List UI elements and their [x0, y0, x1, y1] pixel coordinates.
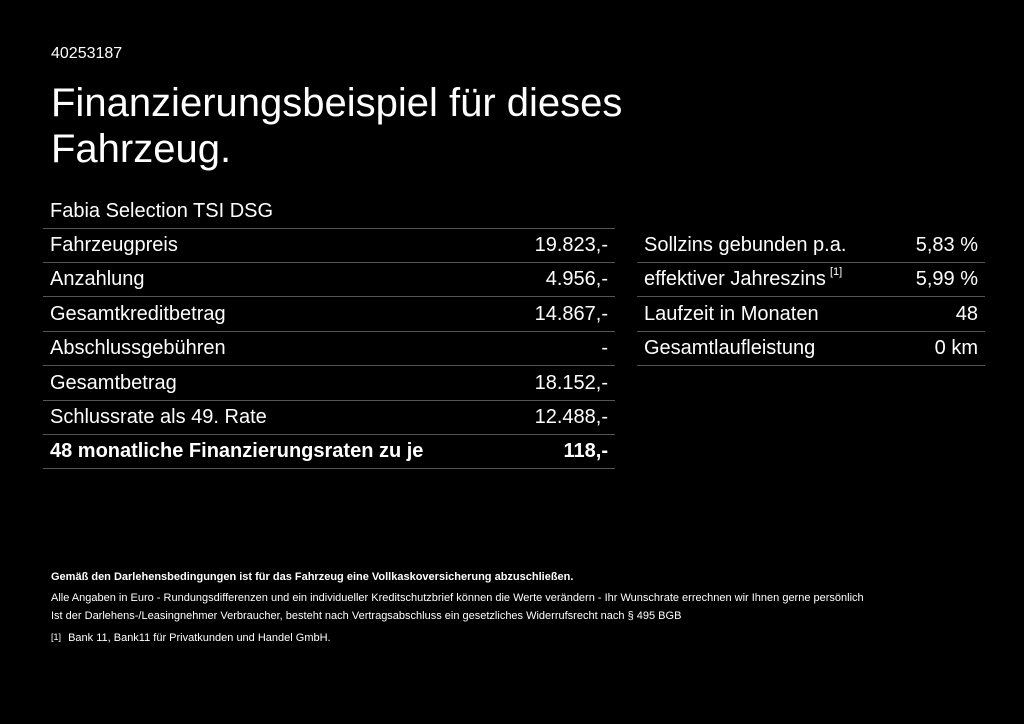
table-row: Gesamtkreditbetrag 14.867,-	[43, 298, 615, 332]
vehicle-id: 40253187	[51, 45, 123, 62]
row-value: 12.488,-	[534, 406, 608, 428]
footnote: [1] Bank 11, Bank11 für Privatkunden und…	[51, 632, 331, 644]
table-row: 48 monatliche Finanzierungsraten zu je 11…	[43, 435, 615, 470]
row-value: 0 km	[934, 337, 978, 360]
row-label: Anzahlung	[50, 268, 145, 291]
row-label: Abschlussgebühren	[50, 337, 226, 360]
row-label: Gesamtkreditbetrag	[50, 302, 226, 325]
row-label: Gesamtbetrag	[50, 371, 177, 394]
row-value: 48	[955, 302, 978, 325]
table-row: Gesamtlaufleistung 0 km	[637, 332, 985, 367]
row-label: Laufzeit in Monaten	[644, 303, 819, 326]
footnote-mark: [1]	[51, 632, 62, 642]
row-label: Sollzins gebunden p.a.	[644, 234, 846, 257]
row-value: 5,83 %	[915, 234, 978, 256]
notice: Gemäß den Darlehensbedingungen ist für d…	[51, 571, 574, 583]
table-row: Fabia Selection TSI DSG	[43, 195, 615, 229]
title: Finanzierungsbeispiel für dieses Fahrzeu…	[51, 81, 623, 171]
label-text: Gesamtlaufleistung	[644, 337, 816, 360]
table-row: Abschlussgebühren -	[43, 332, 615, 367]
row-label: Fahrzeugpreis	[50, 234, 178, 256]
row-value: 19.823,-	[534, 234, 608, 256]
table-row: Schlussrate als 49. Rate 12.488,-	[43, 401, 615, 435]
label-text: Laufzeit in Monaten	[644, 302, 819, 325]
disclaimer: Alle Angaben in Euro - Rundungsdifferenz…	[51, 592, 864, 604]
note-mark: [1]	[829, 266, 843, 279]
row-value: 14.867,-	[534, 302, 608, 325]
row-value: 4.956,-	[545, 268, 608, 291]
row-label: Schlussrate als 49. Rate	[50, 406, 267, 428]
table-row: Laufzeit in Monaten 48	[637, 298, 985, 332]
row-value: -	[601, 337, 608, 360]
footnote-text: Bank 11, Bank11 für Privatkunden und Han…	[68, 632, 331, 644]
table-row: effektiver Jahreszins [1] 5,99 %	[637, 263, 985, 298]
table-row: Anzahlung 4.956,-	[43, 263, 615, 298]
row-value: 5,99 %	[915, 268, 978, 291]
row-label: 48 monatliche Finanzierungsraten zu je	[50, 440, 424, 463]
row-value: 118,-	[563, 440, 608, 463]
row-label: effektiver Jahreszins [1]	[644, 266, 843, 291]
table-row: Sollzins gebunden p.a. 5,83 %	[637, 229, 985, 263]
table-row: Fahrzeugpreis 19.823,-	[43, 229, 615, 263]
table-row: Gesamtbetrag 18.152,-	[43, 367, 615, 401]
row-label: Gesamtlaufleistung	[644, 337, 815, 360]
disclaimer: Ist der Darlehens-/Leasingnehmer Verbrau…	[51, 610, 682, 622]
label-text: Sollzins gebunden p.a.	[644, 234, 847, 256]
row-value: 18.152,-	[534, 371, 608, 394]
caption: Fabia Selection TSI DSG	[50, 200, 274, 222]
label-text: effektiver Jahreszins	[644, 268, 826, 291]
